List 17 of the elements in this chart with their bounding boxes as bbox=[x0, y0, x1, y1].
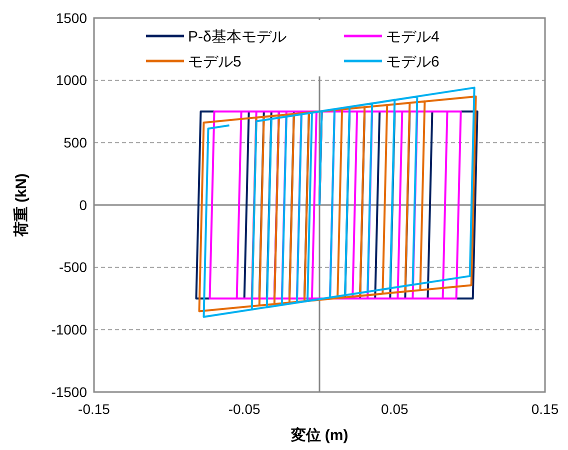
legend-label: モデル5 bbox=[188, 53, 242, 70]
y-tick-label: 1000 bbox=[56, 72, 88, 88]
legend-label: P-δ基本モデル bbox=[188, 28, 286, 46]
legend-label: モデル6 bbox=[386, 53, 440, 70]
x-tick-label: -0.15 bbox=[78, 401, 110, 417]
y-axis-title: 荷重 (kN) bbox=[13, 173, 30, 238]
y-tick-label: 1500 bbox=[56, 10, 88, 26]
y-tick-label: 500 bbox=[64, 134, 88, 151]
y-tick-label: -1500 bbox=[51, 384, 88, 400]
legend-label: モデル4 bbox=[386, 28, 440, 46]
x-tick-label: 0.15 bbox=[531, 401, 559, 417]
x-tick-label: 0.05 bbox=[381, 401, 409, 417]
x-tick-label: -0.05 bbox=[228, 401, 260, 417]
y-tick-label: -1000 bbox=[51, 322, 88, 338]
y-tick-label: -500 bbox=[58, 259, 88, 276]
y-tick-label: 0 bbox=[79, 196, 88, 213]
x-axis-title: 変位 (m) bbox=[290, 426, 348, 444]
